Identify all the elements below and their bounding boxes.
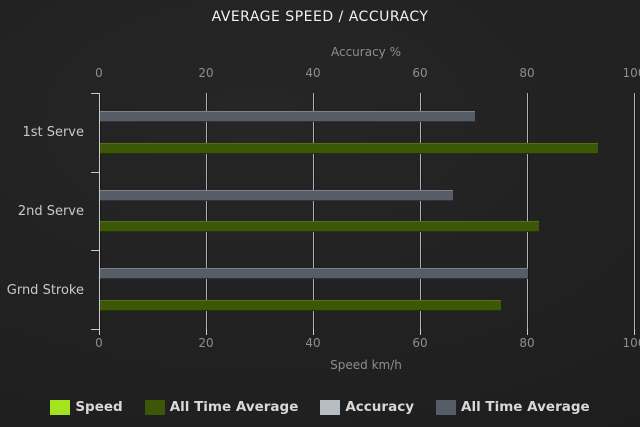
legend-label: All Time Average [169,399,299,415]
category-label: Grnd Stroke [6,283,84,298]
top-axis-title: Accuracy % [330,45,401,59]
bottom-tick-label: 60 [412,336,428,350]
gridline [206,93,207,329]
bottom-axis-tick [420,329,421,335]
legend-swatch [436,399,456,415]
bottom-tick-label: 100 [622,336,640,350]
bottom-tick-label: 40 [305,336,321,350]
legend-swatch [50,399,71,415]
bottom-axis-tick [206,329,207,335]
gridline [420,93,421,329]
legend-item: Speed [50,399,123,415]
legend: Speed All Time Average Accuracy All Time Av… [0,396,640,418]
legend-swatch [320,399,341,415]
category-boundary-tick [91,250,99,251]
category-boundary-tick [91,93,99,94]
bar-all-time-average [100,221,539,232]
legend-item: All Time Average [436,399,590,415]
top-tick-label: 40 [305,66,321,80]
gridline [634,93,635,329]
bar-all-time-average [100,300,501,311]
category-labels: 1st Serve 2nd Serve Grnd Stroke [0,93,84,329]
top-tick-label: 60 [412,66,428,80]
bottom-tick-label: 80 [519,336,535,350]
legend-item: All Time Average [144,399,299,415]
legend-swatch [144,399,165,415]
bottom-tick-label: 0 [95,336,103,350]
bottom-axis-ticks: 0 20 40 60 80 100 [95,336,640,350]
category-label: 2nd Serve [17,204,84,219]
bar-all-time-average [100,111,475,122]
plot-area [91,93,635,335]
top-tick-label: 80 [519,66,535,80]
bottom-tick-label: 20 [198,336,214,350]
legend-label: Accuracy [345,399,414,415]
y-axis-line [99,93,100,329]
top-tick-label: 100 [622,66,640,80]
category-boundary-tick [91,172,99,173]
gridline [527,93,528,329]
legend-label: All Time Average [461,399,590,415]
bar-all-time-average [100,190,453,201]
category-boundary-tick [91,329,99,330]
bar-all-time-average [100,268,528,279]
chart-title: AVERAGE SPEED / ACCURACY [211,9,429,25]
bottom-axis-tick [527,329,528,335]
gridline [313,93,314,329]
top-tick-label: 20 [198,66,214,80]
legend-label: Speed [75,399,123,415]
top-axis-ticks: 0 20 40 60 80 100 [95,66,640,80]
legend-item: Accuracy [320,399,414,415]
bottom-axis-title: Speed km/h [330,358,402,372]
bottom-axis-tick [99,329,100,335]
bottom-axis-tick [313,329,314,335]
category-label: 1st Serve [22,125,84,140]
top-tick-label: 0 [95,66,103,80]
bar-all-time-average [100,143,598,154]
bottom-axis-tick [634,329,635,335]
